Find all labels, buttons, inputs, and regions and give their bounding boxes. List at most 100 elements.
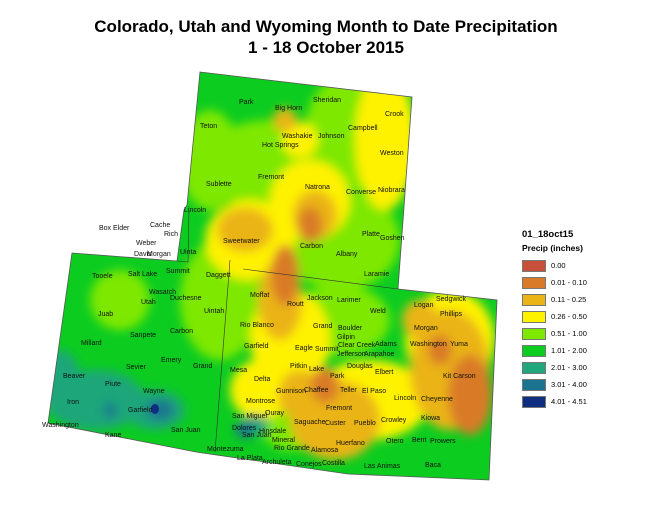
svg-text:Morgan: Morgan [147, 251, 171, 258]
svg-text:Fremont: Fremont [326, 405, 352, 412]
svg-text:Rich: Rich [164, 231, 178, 238]
legend-swatch [522, 327, 546, 340]
svg-text:Summit: Summit [166, 268, 190, 275]
svg-text:Fremont: Fremont [258, 174, 284, 181]
svg-text:Natrona: Natrona [305, 184, 330, 191]
svg-text:Gunnison: Gunnison [276, 388, 306, 395]
svg-text:Phillips: Phillips [440, 311, 463, 318]
svg-text:Davis: Davis [134, 251, 152, 258]
legend-label: 0.26 - 0.50 [551, 312, 587, 321]
svg-text:Converse: Converse [346, 189, 376, 196]
svg-text:Campbell: Campbell [348, 125, 378, 132]
svg-text:Weld: Weld [370, 308, 386, 315]
svg-text:Cache: Cache [150, 222, 170, 229]
svg-text:La Plata: La Plata [237, 455, 263, 462]
svg-text:Prowers: Prowers [430, 438, 456, 445]
svg-text:Sanpete: Sanpete [130, 332, 156, 339]
svg-text:San Juan: San Juan [242, 432, 272, 439]
svg-text:Larimer: Larimer [337, 297, 361, 304]
svg-text:Hinsdale: Hinsdale [259, 428, 286, 435]
svg-text:Park: Park [239, 99, 254, 106]
svg-text:Las Animas: Las Animas [364, 463, 401, 470]
legend-item: 4.01 - 4.51 [522, 393, 587, 410]
svg-text:San Juan: San Juan [171, 427, 201, 434]
svg-text:Costilla: Costilla [322, 460, 345, 467]
svg-text:Jackson: Jackson [307, 295, 333, 302]
svg-text:Washington: Washington [42, 422, 79, 429]
svg-text:Lake: Lake [309, 366, 324, 373]
legend-label: 0.11 - 0.25 [551, 295, 587, 304]
svg-text:Lincoln: Lincoln [394, 395, 416, 402]
legend-item: 0.26 - 0.50 [522, 308, 587, 325]
svg-text:Sevier: Sevier [126, 364, 147, 371]
legend-swatch [522, 310, 546, 323]
legend-label: 0.01 - 0.10 [551, 278, 587, 287]
svg-text:Kane: Kane [105, 432, 121, 439]
svg-text:Albany: Albany [336, 251, 358, 258]
svg-text:Grand: Grand [313, 323, 333, 330]
svg-text:Uinta: Uinta [180, 249, 196, 256]
legend-item: 0.00 [522, 257, 587, 274]
legend-swatch [522, 395, 546, 408]
svg-text:Hot Springs: Hot Springs [262, 142, 299, 149]
map-title-line2: 1 - 18 October 2015 [248, 38, 404, 57]
legend-label: 0.51 - 1.00 [551, 329, 587, 338]
svg-text:Teton: Teton [200, 123, 217, 130]
svg-text:Baca: Baca [425, 462, 441, 469]
svg-text:San Miguel: San Miguel [232, 413, 267, 420]
svg-text:Uintah: Uintah [204, 308, 224, 315]
svg-text:Duchesne: Duchesne [170, 295, 202, 302]
svg-text:Elbert: Elbert [375, 369, 393, 376]
svg-text:Lincoln: Lincoln [184, 207, 206, 214]
svg-text:Piute: Piute [105, 381, 121, 388]
svg-text:Sublette: Sublette [206, 181, 232, 188]
svg-text:Dolores: Dolores [232, 425, 257, 432]
svg-text:Garfield: Garfield [128, 407, 153, 414]
legend-item: 1.01 - 2.00 [522, 342, 587, 359]
svg-text:Sheridan: Sheridan [313, 97, 341, 104]
svg-text:Crowley: Crowley [381, 417, 407, 424]
svg-text:Pueblo: Pueblo [354, 420, 376, 427]
legend-layer-name: 01_18oct15 [522, 229, 574, 240]
legend-label: 2.01 - 3.00 [551, 363, 587, 372]
legend-label: 1.01 - 2.00 [551, 346, 587, 355]
svg-text:Morgan: Morgan [414, 325, 438, 332]
svg-text:Jefferson: Jefferson [337, 351, 366, 358]
svg-text:Weston: Weston [380, 150, 404, 157]
legend-label: 4.01 - 4.51 [551, 397, 587, 406]
legend: 01_18oct15 Precip (inches) 0.00 0.01 - 0… [522, 229, 587, 410]
svg-text:Kit Carson: Kit Carson [443, 373, 476, 380]
svg-text:Box Elder: Box Elder [99, 225, 130, 232]
svg-text:Sedgwick: Sedgwick [436, 296, 466, 303]
svg-text:Rio Blanco: Rio Blanco [240, 322, 274, 329]
svg-text:Rio Grande: Rio Grande [274, 445, 310, 452]
legend-swatch [522, 259, 546, 272]
svg-text:Iron: Iron [67, 399, 79, 406]
svg-text:Chaffee: Chaffee [304, 387, 328, 394]
svg-text:Daggett: Daggett [206, 272, 231, 279]
svg-text:Archuleta: Archuleta [262, 459, 292, 466]
legend-item: 2.01 - 3.00 [522, 359, 587, 376]
svg-text:Sweetwater: Sweetwater [223, 238, 260, 245]
svg-text:Montezuma: Montezuma [207, 446, 244, 453]
svg-text:Grand: Grand [193, 363, 213, 370]
legend-swatch [522, 344, 546, 357]
legend-swatch [522, 361, 546, 374]
svg-text:Moffat: Moffat [250, 292, 269, 299]
svg-text:Park: Park [330, 373, 345, 380]
svg-text:Conejos: Conejos [296, 461, 322, 468]
svg-text:Washakie: Washakie [282, 133, 313, 140]
svg-text:Ouray: Ouray [265, 410, 285, 417]
svg-text:Emery: Emery [161, 357, 182, 364]
map-title-line1: Colorado, Utah and Wyoming Month to Date… [94, 17, 558, 36]
svg-text:Washington: Washington [410, 341, 447, 348]
legend-item: 0.51 - 1.00 [522, 325, 587, 342]
svg-text:Millard: Millard [81, 340, 102, 347]
svg-text:Bent: Bent [412, 437, 426, 444]
svg-text:Gilpin: Gilpin [337, 334, 355, 341]
legend-label: 0.00 [551, 261, 566, 270]
svg-text:Huerfano: Huerfano [336, 440, 365, 447]
svg-text:Custer: Custer [325, 420, 346, 427]
